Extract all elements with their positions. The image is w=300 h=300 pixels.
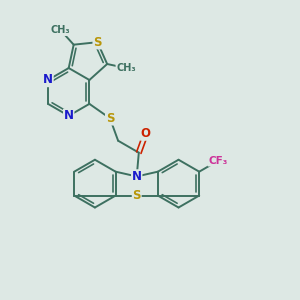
Text: CH₃: CH₃ xyxy=(116,63,136,73)
Text: CH₃: CH₃ xyxy=(51,26,70,35)
Text: N: N xyxy=(132,170,142,183)
Text: S: S xyxy=(106,112,114,125)
Text: O: O xyxy=(141,127,151,140)
Text: S: S xyxy=(93,36,102,49)
Text: N: N xyxy=(43,74,53,86)
Text: CF₃: CF₃ xyxy=(208,156,228,166)
Text: S: S xyxy=(133,189,141,202)
Text: N: N xyxy=(64,109,74,122)
